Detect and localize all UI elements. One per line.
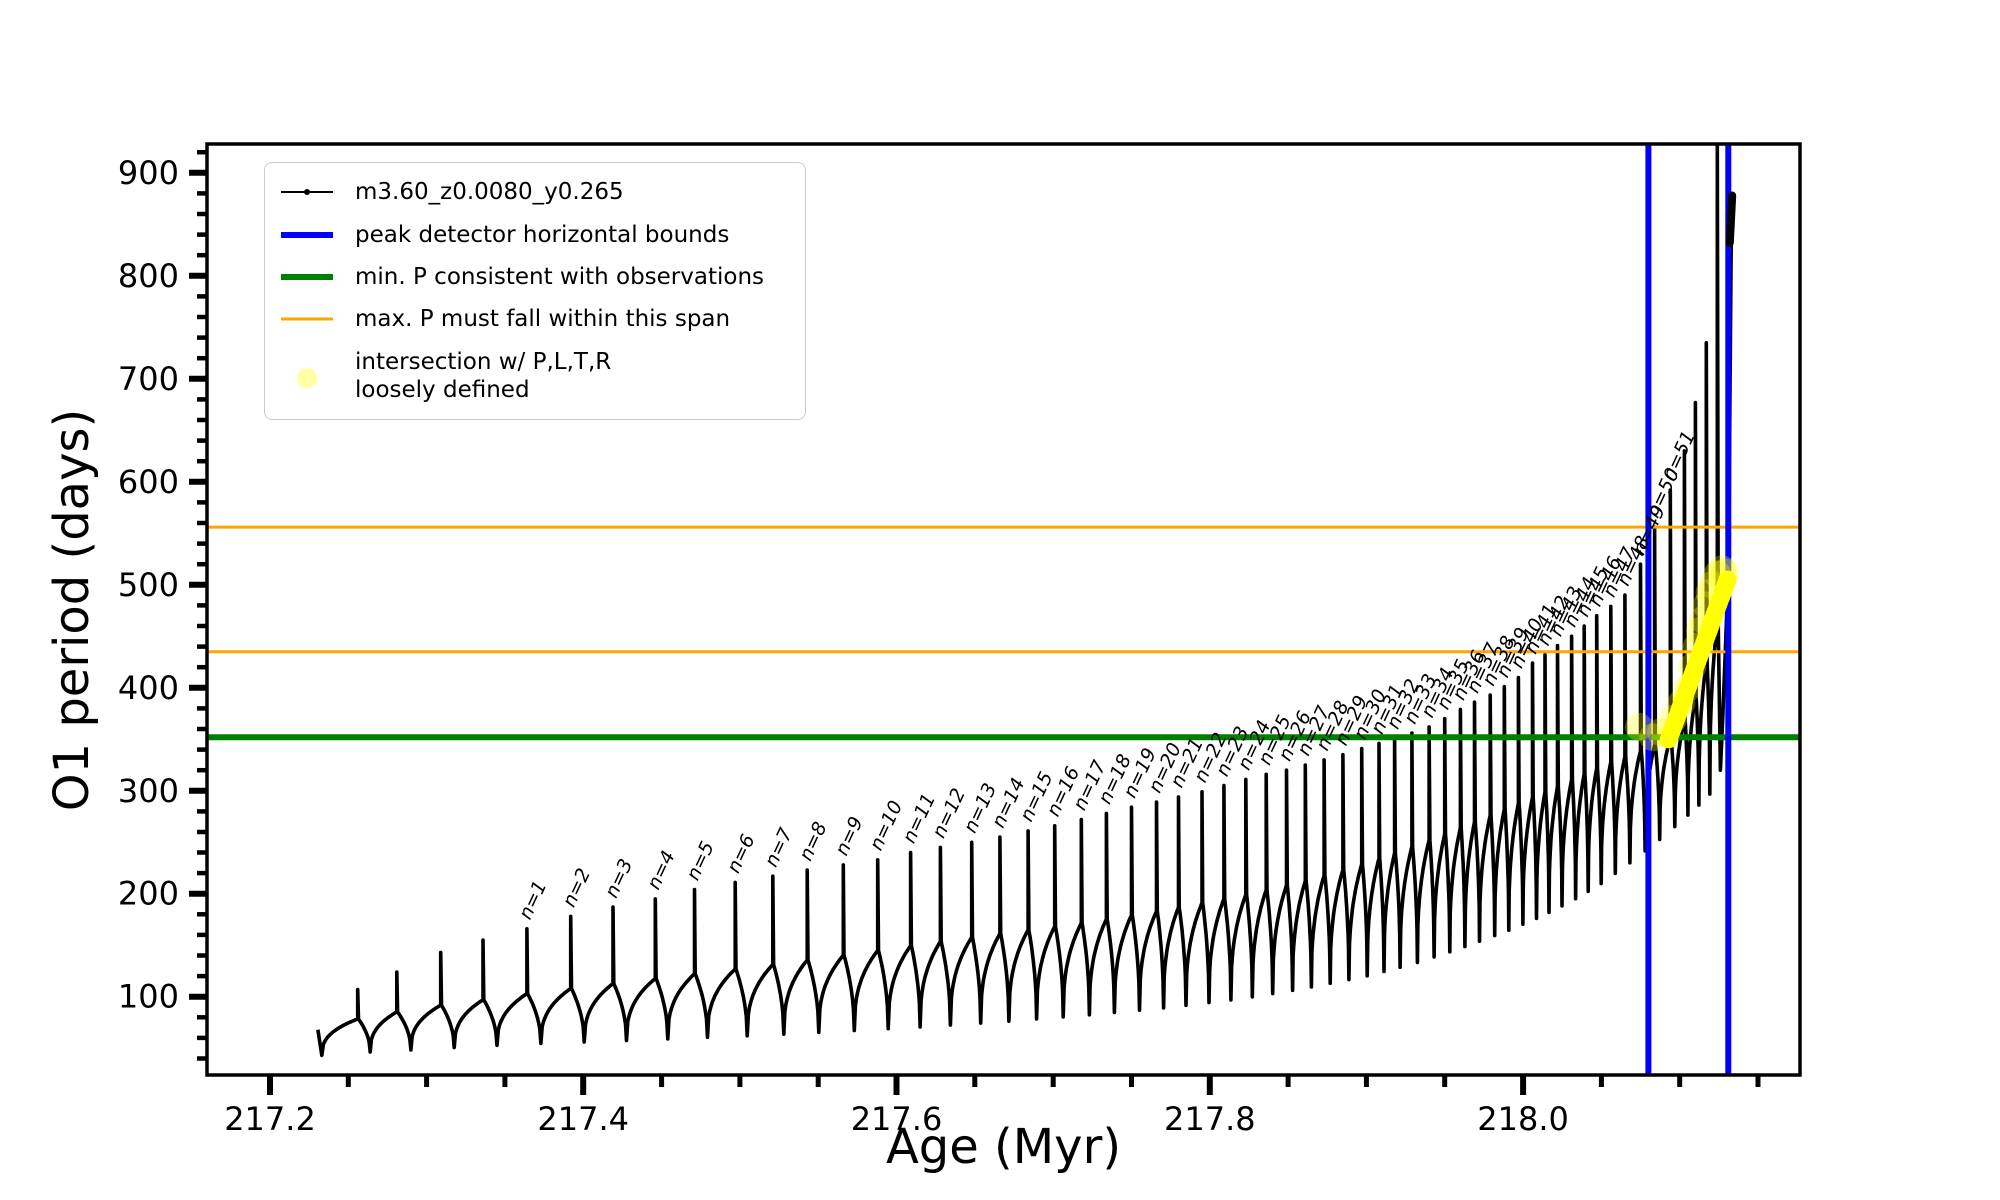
y-tick-label: 200: [118, 875, 179, 913]
legend-item-peak-bounds: peak detector horizontal bounds: [275, 221, 793, 249]
pulse-label: n=4: [643, 847, 680, 893]
y-tick-label: 800: [118, 257, 179, 295]
pulse-label: n=5: [682, 838, 719, 884]
pulse-label: n=3: [601, 856, 638, 902]
plot-frame: [205, 142, 1802, 1077]
pulse-label: n=1: [514, 877, 551, 923]
legend-label: intersection w/ P,L,T,R loosely defined: [355, 348, 612, 403]
legend-label: min. P consistent with observations: [355, 263, 765, 290]
x-tick-label: 218.0: [1477, 1100, 1569, 1138]
pulse-label: n=7: [760, 825, 797, 871]
legend-item-track: m3.60_z0.0080_y0.265: [275, 178, 793, 206]
orange-line-sample: [281, 306, 333, 332]
y-tick-label: 100: [118, 978, 179, 1016]
legend-item-intersection: intersection w/ P,L,T,R loosely defined: [275, 348, 793, 404]
legend-label: max. P must fall within this span: [355, 306, 731, 333]
track-line-sample: [281, 179, 333, 205]
y-tick-label: 300: [118, 772, 179, 810]
y-axis-label: O1 period (days): [44, 409, 100, 812]
y-tick-label: 700: [118, 360, 179, 398]
pulse-label: n=9: [831, 813, 868, 859]
x-axis-ticks: 217.2 217.4 217.6 217.8 218.0: [224, 1075, 1761, 1138]
x-tick-label: 217.4: [537, 1100, 629, 1138]
pulse-label: n=2: [558, 865, 595, 911]
legend-item-max-P: max. P must fall within this span: [275, 305, 793, 333]
legend-label: peak detector horizontal bounds: [355, 221, 730, 248]
yellow-dot-sample: [281, 363, 333, 389]
pulse-label: n=10: [865, 797, 907, 854]
y-tick-label: 900: [118, 154, 179, 192]
pulse-label: n=12: [928, 785, 970, 842]
pulse-label: n=51: [1658, 428, 1700, 485]
series-track: [316, 144, 1734, 1058]
x-tick-label: 217.2: [224, 1100, 316, 1138]
post-ascent-segment: [1725, 191, 1737, 247]
green-line-sample: [281, 264, 333, 290]
intersection-band-markers: [1659, 570, 1737, 749]
y-tick-label: 400: [118, 669, 179, 707]
x-tick-label: 217.8: [1164, 1100, 1256, 1138]
legend-label: m3.60_z0.0080_y0.265: [355, 179, 624, 206]
pulse-label: n=8: [795, 819, 832, 865]
x-tick-label: 217.6: [851, 1100, 943, 1138]
legend-item-min-P: min. P consistent with observations: [275, 263, 793, 291]
y-axis-ticks: 100 200 300 400 500 600 700 800 900: [118, 149, 207, 1061]
y-tick-label: 600: [118, 463, 179, 501]
blue-line-sample: [281, 222, 333, 248]
y-tick-label: 500: [118, 566, 179, 604]
pulse-label: n=6: [723, 831, 760, 877]
legend: m3.60_z0.0080_y0.265 peak detector horiz…: [264, 162, 806, 420]
x-axis-label: Age (Myr): [886, 1119, 1121, 1175]
